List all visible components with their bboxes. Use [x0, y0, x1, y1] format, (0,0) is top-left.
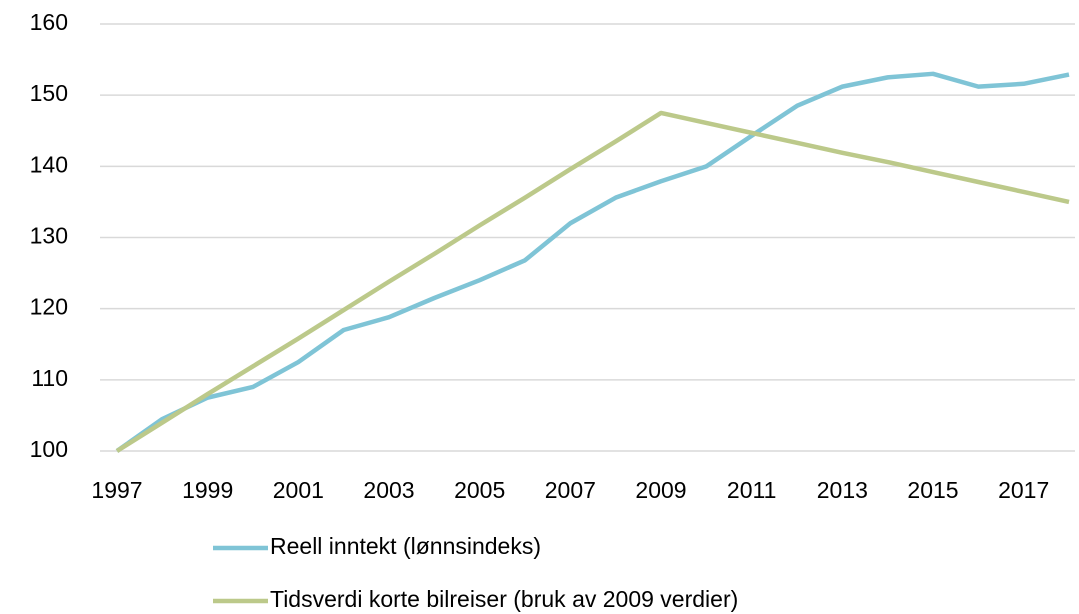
x-tick-label: 2015 — [907, 477, 958, 503]
series-line — [115, 110, 1070, 453]
y-tick-label: 150 — [30, 80, 68, 106]
x-tick-label: 2003 — [363, 477, 414, 503]
x-tick-label: 1997 — [91, 477, 142, 503]
y-tick-label: 140 — [30, 151, 68, 177]
x-tick-label: 1999 — [182, 477, 233, 503]
x-tick-label: 2007 — [545, 477, 596, 503]
y-tick-label: 110 — [31, 365, 68, 391]
y-tick-label: 120 — [30, 294, 68, 320]
x-tick-label: 2011 — [727, 477, 776, 503]
x-tick-label: 2017 — [998, 477, 1049, 503]
x-tick-label: 2013 — [817, 477, 868, 503]
legend-label: Tidsverdi korte bilreiser (bruk av 2009 … — [270, 586, 738, 612]
x-tick-label: 2005 — [454, 477, 505, 503]
y-tick-label: 160 — [30, 9, 68, 35]
legend-label: Reell inntekt (lønnsindeks) — [270, 533, 541, 559]
x-tick-label: 2001 — [273, 477, 324, 503]
series-line — [115, 71, 1070, 453]
x-tick-label: 2009 — [635, 477, 686, 503]
y-tick-label: 130 — [30, 223, 68, 249]
y-tick-label: 100 — [30, 436, 68, 462]
